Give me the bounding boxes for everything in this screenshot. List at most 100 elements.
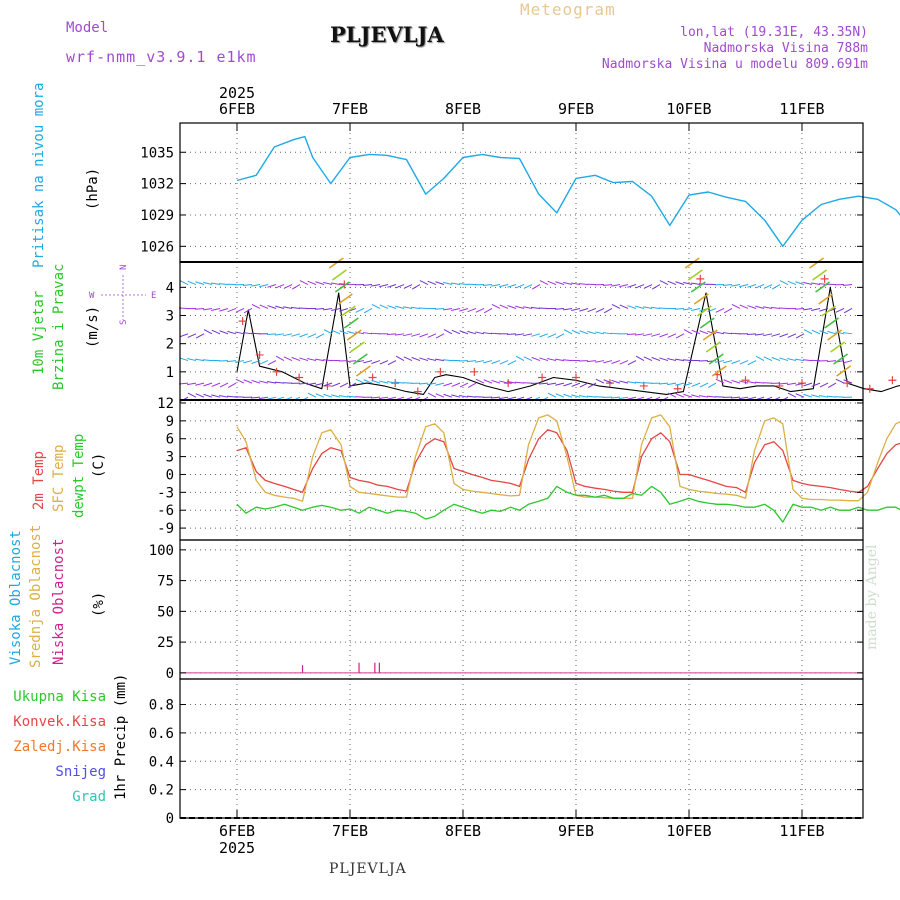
wind-arrow: [307, 333, 317, 338]
pressure-ytick-label: 1029: [140, 208, 174, 224]
wind-arrow: [747, 305, 757, 309]
wind-arrow: [707, 330, 717, 335]
wind-arrow: [387, 381, 397, 384]
wind-burst-arrow: [836, 365, 852, 377]
wind-arrow: [723, 308, 733, 314]
wind-arrow: [699, 382, 709, 388]
wind-arrow: [435, 393, 445, 398]
wind-burst-arrow: [824, 317, 840, 329]
wind-arrow: [699, 330, 709, 335]
wind-arrow: [578, 283, 589, 286]
wind-arrow: [227, 360, 237, 363]
wind-arrow: [827, 330, 837, 335]
wind-arrow: [523, 306, 533, 309]
wind-arrow: [739, 396, 749, 400]
wind-arrow: [371, 303, 381, 309]
wind-arrow: [747, 360, 757, 366]
wind-arrow: [691, 382, 701, 387]
wind-arrow: [723, 360, 733, 364]
wind-arrow: [259, 304, 269, 309]
temp-unit: (C): [91, 453, 107, 478]
wind-arrow: [610, 332, 621, 335]
wind-arrow: [595, 331, 605, 335]
wind-arrow: [731, 360, 741, 364]
wind-arrow: [490, 396, 501, 399]
wind-burst-arrow: [708, 353, 724, 365]
wind-arrow: [674, 307, 685, 310]
temp-ylabel-1: 2m Temp: [31, 451, 47, 510]
wind-ylabel-1: 10m Vjetar: [31, 291, 47, 375]
wind-arrow: [794, 307, 805, 310]
wind-arrow: [571, 382, 581, 387]
wind-arrow: [523, 333, 533, 337]
wind-arrow: [611, 284, 621, 287]
wind-arrow: [603, 379, 613, 384]
pressure-ylabel: Pritisak na nivou mora: [31, 83, 47, 268]
wind-arrow: [611, 303, 621, 309]
wind-arrow: [251, 284, 261, 287]
wind-arrow: [635, 333, 645, 336]
day-label-bottom: 9FEB: [558, 822, 594, 840]
wind-arrow: [179, 280, 189, 285]
wind-arrow: [211, 282, 221, 286]
wind-arrow: [219, 394, 229, 398]
wind-arrow: [370, 396, 381, 399]
wind-arrow: [387, 305, 397, 309]
wind-arrow: [218, 283, 229, 286]
year-label-bottom: 2025: [219, 839, 255, 857]
wind-arrow: [811, 307, 821, 311]
wind-arrow: [371, 284, 381, 287]
wind-arrow: [483, 360, 493, 364]
wind-arrow: [555, 382, 565, 386]
wind-burst-arrow: [340, 305, 356, 317]
wind-arrow: [483, 379, 493, 384]
wind-arrow: [731, 303, 741, 309]
wind-arrow: [651, 333, 661, 337]
wind-arrow: [259, 360, 269, 365]
wind-gust-marker: [605, 379, 614, 388]
wind-gust-marker: [295, 373, 304, 382]
wind-arrow: [803, 281, 813, 286]
wind-burst-arrow: [334, 281, 350, 293]
wind-arrow: [515, 305, 525, 309]
precip-legend-3: Snijeg: [55, 764, 106, 780]
cloud-ylabel-1: Visoka Oblacnost: [8, 530, 24, 665]
wind-arrow: [315, 281, 325, 286]
wind-arrow: [571, 282, 581, 286]
wind-arrow: [459, 382, 469, 388]
wind-arrow: [691, 282, 701, 286]
wind-arrow: [219, 382, 229, 388]
wind-arrow: [490, 332, 501, 335]
precip-ytick-label: 0.8: [149, 698, 174, 714]
wind-arrow: [299, 280, 309, 285]
wind-arrow: [667, 333, 677, 338]
cloud-ytick-label: 50: [157, 604, 174, 620]
wind-arrow: [459, 330, 469, 335]
wind-arrow: [275, 305, 285, 309]
wind-arrow: [659, 280, 669, 285]
wind-burst-arrow: [337, 293, 353, 305]
wind-arrow: [619, 360, 629, 365]
model-altitude-label: Nadmorska Visina u modelu 809.691m: [601, 57, 868, 72]
wind-arrow: [538, 382, 549, 385]
wind-arrow: [243, 308, 253, 314]
wind-arrow: [507, 396, 517, 400]
wind-arrow: [427, 382, 437, 386]
wind-arrow: [747, 396, 757, 400]
wind-arrow: [187, 333, 197, 338]
wind-burst-arrow: [687, 269, 703, 281]
wind-arrow: [675, 382, 685, 386]
wind-arrow: [779, 280, 789, 285]
wind-arrow: [219, 307, 229, 312]
wind-arrow: [715, 360, 725, 363]
wind-gust-marker: [238, 317, 247, 326]
wind-burst-arrow: [821, 305, 837, 317]
wind-gust-marker: [436, 367, 445, 376]
wind-arrow: [731, 284, 741, 287]
temperature-ytick-label: 6: [166, 432, 174, 448]
wind-arrow: [267, 284, 277, 288]
wind-arrow: [403, 356, 413, 362]
wind-arrow: [363, 379, 373, 384]
wind-arrow: [235, 331, 245, 335]
wind-arrow: [555, 281, 565, 286]
